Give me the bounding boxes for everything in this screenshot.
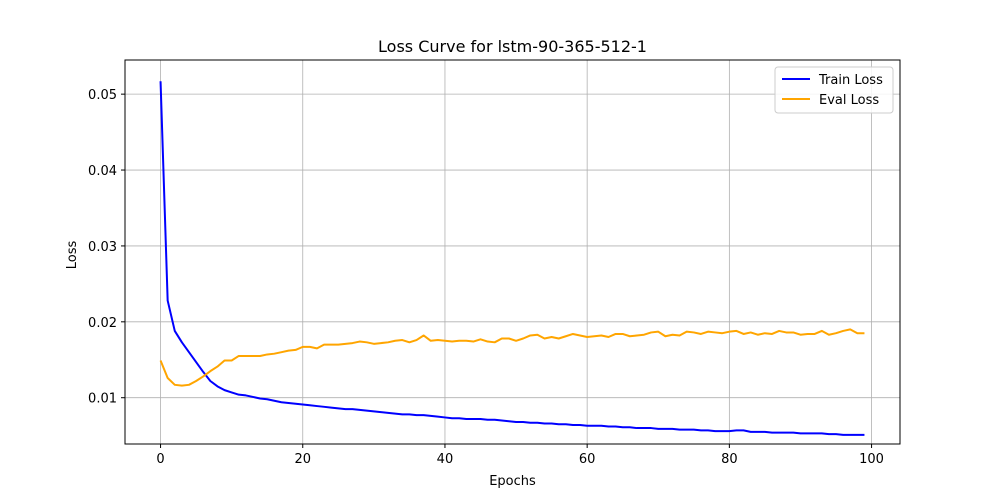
grid <box>125 60 900 444</box>
series-layer <box>159 81 865 436</box>
x-tick-label: 80 <box>721 452 738 467</box>
x-tick-label: 60 <box>579 452 596 467</box>
y-tick-label: 0.04 <box>88 164 117 179</box>
chart-title: Loss Curve for lstm-90-365-512-1 <box>378 37 647 56</box>
series-line-eval-loss <box>159 328 865 387</box>
y-tick-label: 0.02 <box>88 316 117 331</box>
x-tick-label: 0 <box>156 452 164 467</box>
x-axis-label: Epochs <box>489 474 536 489</box>
x-tick-label: 40 <box>437 452 454 467</box>
y-axis: 0.01 0.02 0.03 0.04 0.05 <box>88 88 125 407</box>
y-tick-label: 0.03 <box>88 240 117 255</box>
y-axis-label: Loss <box>65 241 80 270</box>
y-tick-label: 0.01 <box>88 392 117 407</box>
legend-label-eval-loss: Eval Loss <box>819 93 879 108</box>
plot-area-frame <box>124 59 901 445</box>
x-tick-label: 100 <box>859 452 884 467</box>
x-axis: 0 20 40 60 80 100 <box>156 444 884 467</box>
legend: Train Loss Eval Loss <box>774 66 894 114</box>
series-line-train-loss <box>159 81 865 436</box>
legend-label-train-loss: Train Loss <box>818 73 883 88</box>
y-tick-label: 0.05 <box>88 88 117 103</box>
x-tick-label: 20 <box>294 452 311 467</box>
